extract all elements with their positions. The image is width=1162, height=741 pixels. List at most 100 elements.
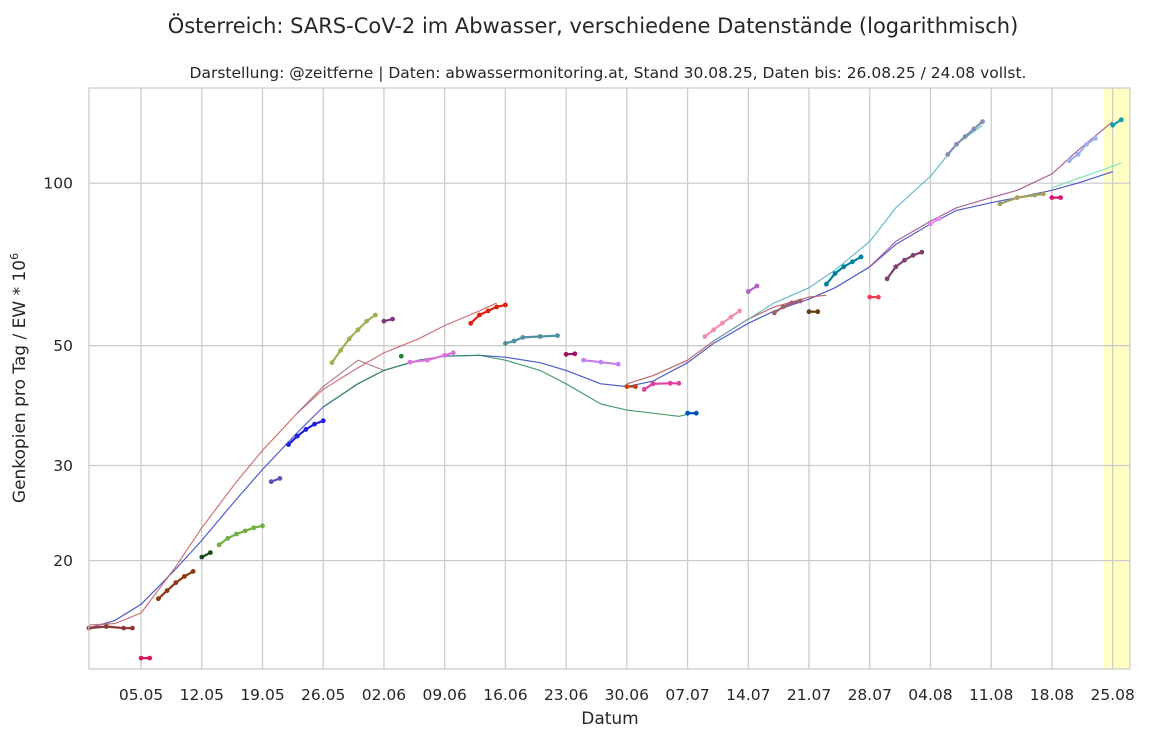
snapshot-series-group [468, 302, 508, 326]
x-tick-label: 18.08 [1030, 686, 1074, 704]
data-point [346, 336, 352, 342]
snapshot-series-group [398, 353, 404, 359]
smoothed-curve [296, 359, 385, 414]
y-axis-label: Genkopien pro Tag / EW * 106 [8, 253, 30, 503]
snapshot-series-group [329, 312, 378, 366]
snapshot-series-group [884, 249, 925, 282]
snapshot-series-group [1110, 117, 1124, 128]
data-point [780, 304, 786, 310]
data-point [242, 528, 248, 534]
snapshot-line [409, 351, 454, 364]
data-point [121, 625, 127, 631]
data-point [103, 624, 109, 629]
y-tick-label: 20 [53, 552, 73, 570]
data-point [520, 335, 526, 340]
data-point [468, 320, 474, 326]
y-tick-label: 50 [53, 337, 73, 355]
x-tick-label: 28.07 [848, 686, 892, 704]
data-point [633, 384, 638, 389]
data-point [936, 216, 942, 221]
snapshot-line [88, 625, 133, 630]
data-point [1118, 117, 1124, 123]
data-point [850, 259, 855, 265]
data-point [771, 310, 777, 316]
data-point [450, 350, 456, 356]
snapshot-series-group [685, 410, 699, 416]
y-tick-label: 100 [43, 175, 73, 193]
x-axis-label: Datum [581, 709, 639, 729]
x-tick-label: 12.05 [180, 686, 224, 704]
data-point [754, 283, 760, 289]
data-point [1032, 192, 1037, 198]
data-point [355, 327, 361, 333]
x-tick-label: 25.08 [1090, 686, 1134, 704]
x-tick-label: 02.06 [362, 686, 406, 704]
snapshot-series-group [86, 624, 135, 631]
data-point [1110, 122, 1116, 128]
snapshot-series-group [286, 418, 326, 447]
data-point [372, 312, 378, 318]
data-point [1049, 195, 1055, 201]
data-point [156, 596, 161, 602]
data-point [876, 294, 881, 300]
data-point [1084, 141, 1089, 147]
data-point [147, 655, 153, 661]
snapshot-series-group [771, 298, 803, 316]
snapshot-series-group [624, 384, 638, 389]
highlight-span [1103, 88, 1130, 669]
data-point [199, 554, 205, 560]
chart-subtitle: Darstellung: @zeitferne | Daten: abwasse… [190, 64, 1027, 82]
data-point [563, 351, 569, 357]
data-point [173, 580, 179, 586]
data-point [329, 360, 335, 366]
data-point [485, 308, 491, 314]
data-point [537, 334, 543, 339]
smoothed-curve [322, 354, 688, 417]
snapshot-series-group [928, 216, 942, 227]
smoothed-curve [1051, 162, 1122, 189]
snapshot-series-group [945, 119, 985, 157]
snapshot-series-group [702, 308, 742, 339]
data-point [208, 550, 213, 555]
plot-frame [88, 87, 1131, 670]
data-point [867, 294, 873, 300]
data-point [225, 535, 231, 541]
data-point [893, 264, 899, 270]
data-point [884, 276, 890, 282]
snapshot-series-group [268, 476, 283, 485]
x-tick-label: 21.07 [787, 686, 831, 704]
x-tick-label: 07.07 [665, 686, 709, 704]
data-point [303, 427, 309, 432]
data-point [138, 655, 144, 661]
data-point [424, 357, 430, 363]
x-tick-label: 14.07 [726, 686, 770, 704]
data-point [693, 410, 699, 416]
data-point [962, 134, 968, 139]
data-point [182, 574, 187, 579]
data-point [581, 357, 586, 363]
data-point [719, 320, 725, 326]
snapshot-series-group [407, 350, 456, 365]
data-point [277, 476, 283, 481]
snapshot-series-group [381, 316, 395, 324]
snapshot-line [1068, 137, 1096, 162]
snapshot-line [999, 192, 1044, 205]
data-point [711, 327, 716, 333]
smoothed-curve [713, 124, 983, 342]
snapshot-series-group [563, 351, 578, 357]
data-point [511, 338, 517, 344]
data-point [1040, 191, 1046, 197]
x-tick-label: 11.08 [969, 686, 1013, 704]
data-point [971, 126, 977, 132]
data-point [806, 309, 812, 315]
y-axis-ticks: 20 30 50 100 [43, 175, 73, 571]
data-point [260, 523, 265, 529]
smoothed-curve [869, 121, 1114, 268]
data-point [954, 141, 959, 147]
x-tick-label: 04.08 [908, 686, 952, 704]
data-point [745, 289, 751, 294]
x-tick-label: 23.06 [544, 686, 588, 704]
data-point [824, 281, 829, 287]
x-tick-label: 05.05 [119, 686, 163, 704]
data-point [398, 353, 404, 359]
